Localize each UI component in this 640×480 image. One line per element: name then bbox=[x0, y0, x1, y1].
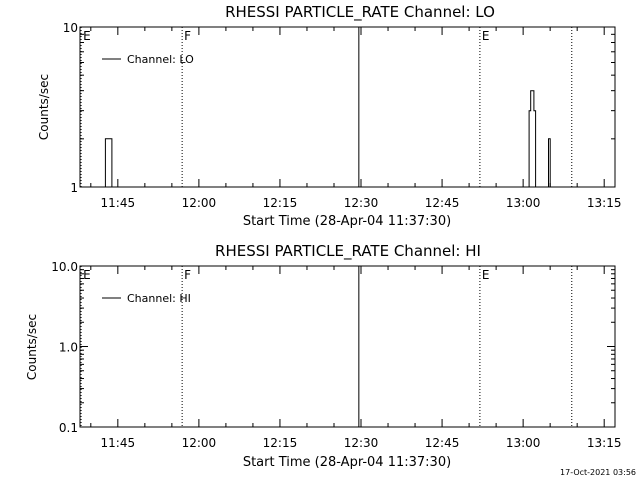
x-axis-label: Start Time (28-Apr-04 11:37:30) bbox=[243, 455, 451, 470]
x-tick-label: 12:45 bbox=[425, 436, 460, 450]
event-marker-label: F bbox=[184, 29, 191, 43]
x-axis: 11:45 12:00 12:15 12:30 12:45 13:00 13:15 bbox=[90, 266, 622, 450]
event-marker-label: E bbox=[482, 29, 490, 43]
x-tick-label: 11:45 bbox=[101, 436, 136, 450]
y-tick-label: 10.0 bbox=[51, 260, 78, 274]
chart-title: RHESSI PARTICLE_RATE Channel: HI bbox=[215, 242, 481, 261]
y-axis: 0.1 1.0 10.0 bbox=[51, 260, 615, 435]
y-axis-label: Counts/sec bbox=[25, 314, 39, 380]
y-axis: 1 10 bbox=[63, 21, 615, 195]
rate-series-line bbox=[104, 138, 113, 187]
legend-label: Channel: HI bbox=[127, 292, 191, 305]
rate-series-line bbox=[528, 90, 537, 187]
plot-frame bbox=[79, 26, 616, 188]
x-axis: 11:45 12:00 12:15 12:30 12:45 13:00 13:15 bbox=[90, 27, 622, 210]
y-axis-label: Counts/sec bbox=[37, 74, 51, 140]
y-tick-label: 10 bbox=[63, 21, 78, 35]
event-marker-label: F bbox=[184, 268, 191, 282]
footer-timestamp: 17-Oct-2021 03:56 bbox=[560, 468, 636, 477]
chart-title: RHESSI PARTICLE_RATE Channel: LO bbox=[225, 3, 495, 22]
x-tick-label: 11:45 bbox=[101, 196, 136, 210]
x-tick-label: 12:45 bbox=[425, 196, 460, 210]
event-marker-label: E bbox=[83, 268, 91, 282]
x-tick-label: 12:00 bbox=[182, 436, 217, 450]
event-marker-label: E bbox=[83, 29, 91, 43]
x-tick-label: 13:00 bbox=[506, 196, 541, 210]
x-tick-label: 13:15 bbox=[587, 436, 622, 450]
legend-label: Channel: LO bbox=[127, 53, 194, 66]
x-tick-label: 12:30 bbox=[344, 196, 379, 210]
rate-series-line bbox=[548, 138, 551, 187]
x-tick-label: 12:30 bbox=[344, 436, 379, 450]
x-tick-label: 12:15 bbox=[263, 196, 298, 210]
plot-frame bbox=[79, 265, 616, 428]
x-tick-label: 13:00 bbox=[506, 436, 541, 450]
x-tick-label: 12:15 bbox=[263, 436, 298, 450]
x-tick-label: 12:00 bbox=[182, 196, 217, 210]
x-axis-label: Start Time (28-Apr-04 11:37:30) bbox=[243, 214, 451, 229]
x-tick-label: 13:15 bbox=[587, 196, 622, 210]
hi-channel-panel: RHESSI PARTICLE_RATE Channel: HI 0.1 1.0 1… bbox=[25, 242, 621, 470]
lo-channel-panel: RHESSI PARTICLE_RATE Channel: LO 1 10 11:… bbox=[37, 3, 621, 229]
event-marker-label: E bbox=[482, 268, 490, 282]
y-tick-label: 1.0 bbox=[59, 341, 78, 355]
y-tick-label: 1 bbox=[70, 181, 78, 195]
data-series bbox=[104, 90, 551, 187]
y-tick-label: 0.1 bbox=[59, 421, 78, 435]
